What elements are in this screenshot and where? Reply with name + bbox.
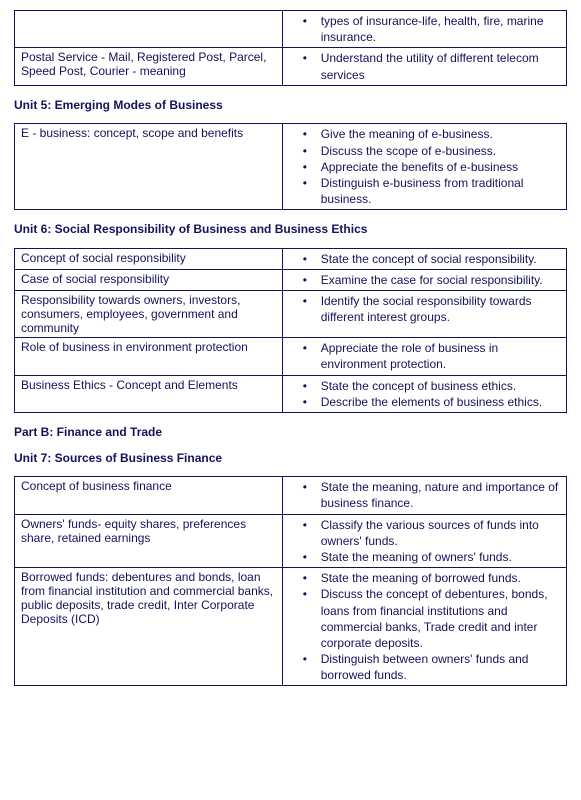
bullet-list: Give the meaning of e-business. Discuss … [289,126,560,207]
outcome-cell: types of insurance-life, health, fire, m… [282,11,566,48]
topic-cell: Borrowed funds: debentures and bonds, lo… [15,568,283,686]
table-row: Case of social responsibility Examine th… [15,270,567,291]
topic-cell: Business Ethics - Concept and Elements [15,375,283,412]
bullet-list: State the concept of social responsibili… [289,251,560,267]
bullet-list: Appreciate the role of business in envir… [289,340,560,372]
bullet-item: State the concept of social responsibili… [311,251,560,267]
bullet-list: Identify the social responsibility towar… [289,293,560,325]
outcome-cell: Appreciate the role of business in envir… [282,338,566,375]
table-row: Postal Service - Mail, Registered Post, … [15,48,567,85]
table-row: Concept of business finance State the me… [15,477,567,514]
table-row: Borrowed funds: debentures and bonds, lo… [15,568,567,686]
bullet-list: types of insurance-life, health, fire, m… [289,13,560,45]
bullet-item: Give the meaning of e-business. [311,126,560,142]
unit5-table: E - business: concept, scope and benefit… [14,123,567,210]
bullet-item: Classify the various sources of funds in… [311,517,560,549]
bullet-item: State the meaning of owners' funds. [311,549,560,565]
bullet-item: Distinguish e-business from traditional … [311,175,560,207]
table-row: Role of business in environment protecti… [15,338,567,375]
partb-heading: Part B: Finance and Trade [14,425,567,441]
outcome-cell: State the concept of business ethics. De… [282,375,566,412]
outcome-cell: Examine the case for social responsibili… [282,270,566,291]
topic-cell [15,11,283,48]
bullet-list: Classify the various sources of funds in… [289,517,560,566]
unit7-table: Concept of business finance State the me… [14,476,567,686]
topic-cell: Concept of social responsibility [15,248,283,269]
bullet-item: State the meaning of borrowed funds. [311,570,560,586]
outcome-cell: Identify the social responsibility towar… [282,291,566,338]
topic-cell: E - business: concept, scope and benefit… [15,124,283,210]
bullet-item: types of insurance-life, health, fire, m… [311,13,560,45]
table-row: Responsibility towards owners, investors… [15,291,567,338]
unit5-heading: Unit 5: Emerging Modes of Business [14,98,567,114]
bullet-list: Understand the utility of different tele… [289,50,560,82]
bullet-list: State the meaning, nature and importance… [289,479,560,511]
outcome-cell: Give the meaning of e-business. Discuss … [282,124,566,210]
bullet-item: State the concept of business ethics. [311,378,560,394]
table-row: Business Ethics - Concept and Elements S… [15,375,567,412]
topic-cell: Owners' funds- equity shares, preference… [15,514,283,568]
bullet-item: Identify the social responsibility towar… [311,293,560,325]
table-row: E - business: concept, scope and benefit… [15,124,567,210]
outcome-cell: Classify the various sources of funds in… [282,514,566,568]
table-row: Owners' funds- equity shares, preference… [15,514,567,568]
bullet-list: Examine the case for social responsibili… [289,272,560,288]
unit6-table: Concept of social responsibility State t… [14,248,567,413]
topic-cell: Case of social responsibility [15,270,283,291]
outcome-cell: State the concept of social responsibili… [282,248,566,269]
outcome-cell: Understand the utility of different tele… [282,48,566,85]
bullet-item: Distinguish between owners' funds and bo… [311,651,560,683]
bullet-item: Appreciate the role of business in envir… [311,340,560,372]
topic-cell: Postal Service - Mail, Registered Post, … [15,48,283,85]
unit7-heading: Unit 7: Sources of Business Finance [14,451,567,467]
topic-cell: Concept of business finance [15,477,283,514]
bullet-item: Understand the utility of different tele… [311,50,560,82]
bullet-list: State the meaning of borrowed funds. Dis… [289,570,560,683]
bullet-item: State the meaning, nature and importance… [311,479,560,511]
bullet-item: Examine the case for social responsibili… [311,272,560,288]
bullet-list: State the concept of business ethics. De… [289,378,560,410]
table-row: Concept of social responsibility State t… [15,248,567,269]
bullet-item: Discuss the scope of e-business. [311,143,560,159]
outcome-cell: State the meaning, nature and importance… [282,477,566,514]
outcome-cell: State the meaning of borrowed funds. Dis… [282,568,566,686]
unit6-heading: Unit 6: Social Responsibility of Busines… [14,222,567,238]
bullet-item: Describe the elements of business ethics… [311,394,560,410]
topic-cell: Role of business in environment protecti… [15,338,283,375]
table-row: types of insurance-life, health, fire, m… [15,11,567,48]
bullet-item: Appreciate the benefits of e-business [311,159,560,175]
bullet-item: Discuss the concept of debentures, bonds… [311,586,560,651]
topic-cell: Responsibility towards owners, investors… [15,291,283,338]
intro-table: types of insurance-life, health, fire, m… [14,10,567,86]
